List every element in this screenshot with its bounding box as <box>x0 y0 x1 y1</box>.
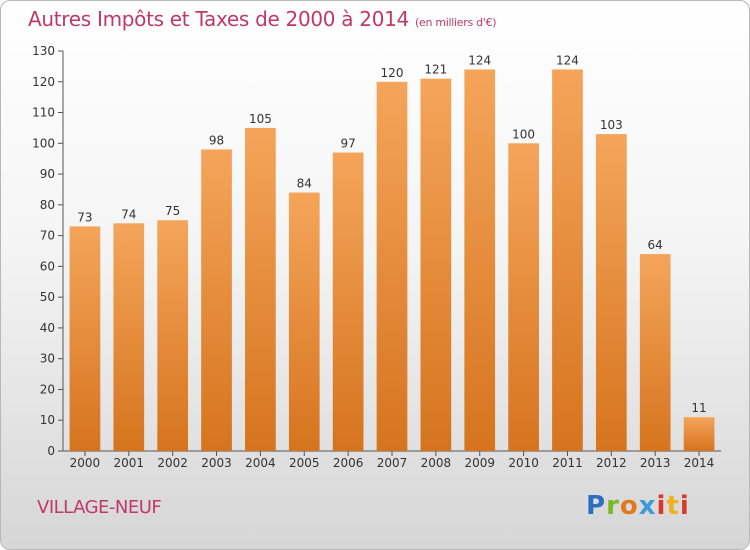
bar <box>332 152 364 452</box>
y-tick-label: 70 <box>40 229 55 243</box>
bar <box>552 69 583 451</box>
y-tick-label: 40 <box>40 321 55 335</box>
x-tick-label: 2009 <box>464 456 495 470</box>
y-tick-label: 90 <box>40 167 55 181</box>
x-tick-label: 2008 <box>421 456 452 470</box>
logo-letter: r <box>606 491 620 521</box>
bar <box>376 81 408 452</box>
bar <box>508 143 539 452</box>
x-tick-label: 2003 <box>201 456 232 470</box>
bar <box>464 69 496 451</box>
y-tick-label: 120 <box>32 75 55 89</box>
logo-letter: x <box>638 491 657 521</box>
x-tick-label: 2011 <box>552 456 583 470</box>
bar <box>639 254 671 451</box>
y-tick-label: 0 <box>47 444 55 458</box>
data-label: 120 <box>381 66 404 80</box>
bar <box>201 149 232 451</box>
x-tick-label: 2014 <box>684 456 715 470</box>
y-tick-label: 50 <box>40 290 55 304</box>
y-tick-label: 60 <box>40 259 55 273</box>
x-tick-label: 2005 <box>289 456 320 470</box>
bars: 73 74 75 98 105 84 97 120 121 124 100 124 103 64 11 <box>69 53 715 452</box>
data-label: 74 <box>121 207 136 221</box>
logo-letter: P <box>586 491 607 521</box>
chart-title: Autres Impôts et Taxes de 2000 à 2014 (en… <box>28 7 496 31</box>
y-tick-label: 130 <box>32 44 55 58</box>
data-label: 105 <box>249 112 272 126</box>
bar <box>245 127 276 451</box>
y-tick-label: 110 <box>32 106 55 120</box>
data-label: 73 <box>77 210 92 224</box>
bar <box>683 417 715 451</box>
data-label: 75 <box>165 204 180 218</box>
y-tick-label: 100 <box>32 136 55 150</box>
data-label: 84 <box>297 177 312 191</box>
data-label: 64 <box>648 238 663 252</box>
x-tick-label: 2001 <box>114 456 145 470</box>
data-label: 98 <box>209 133 224 147</box>
chart-title-text: Autres Impôts et Taxes de 2000 à 2014 <box>28 7 409 31</box>
x-tick-label: 2002 <box>157 456 188 470</box>
bar <box>420 78 452 451</box>
bar <box>288 192 320 452</box>
axes: 0 10 20 30 40 50 60 70 80 90 100 110 120 130 2000 2001 2… <box>32 44 721 470</box>
x-tick-label: 2007 <box>377 456 408 470</box>
x-tick-label: 2013 <box>640 456 671 470</box>
proxiti-logo: Proxiti <box>586 491 690 521</box>
y-tick-label: 10 <box>40 413 55 427</box>
logo-letter: i <box>656 491 667 521</box>
x-tick-label: 2004 <box>245 456 276 470</box>
x-tick-label: 2010 <box>508 456 539 470</box>
data-label: 100 <box>512 127 535 141</box>
bar <box>113 223 145 451</box>
data-label: 103 <box>600 118 623 132</box>
data-label: 121 <box>424 63 447 77</box>
bar <box>157 220 189 451</box>
bar <box>595 134 627 452</box>
data-label: 11 <box>691 401 706 415</box>
data-label: 124 <box>556 53 579 67</box>
logo-letter: t <box>666 491 680 521</box>
data-label: 97 <box>340 137 355 151</box>
bar <box>69 226 101 451</box>
chart-unit: (en milliers d'€) <box>415 16 497 29</box>
x-tick-label: 2000 <box>70 456 101 470</box>
y-tick-label: 80 <box>40 198 55 212</box>
y-tick-label: 30 <box>40 352 55 366</box>
x-tick-label: 2006 <box>333 456 364 470</box>
logo-letter: i <box>679 491 690 521</box>
commune-name: VILLAGE-NEUF <box>37 497 162 518</box>
logo-letter: o <box>619 491 639 521</box>
y-tick-label: 20 <box>40 382 55 396</box>
x-tick-label: 2012 <box>596 456 627 470</box>
data-label: 124 <box>468 53 491 67</box>
